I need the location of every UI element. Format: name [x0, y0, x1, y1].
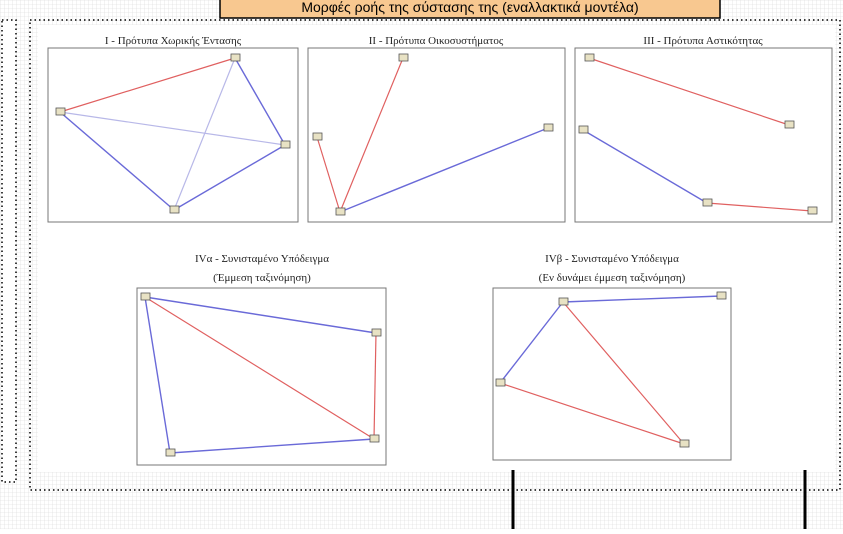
nodes [55, 53, 818, 457]
edges [316, 57, 549, 213]
panel [492, 287, 732, 461]
panel-title: IVβ - Συνισταμένο Υπόδειγμα [545, 253, 679, 265]
panel [307, 47, 566, 223]
panel [47, 47, 299, 223]
panel-subtitle: (Εν δυνάμει έμμεση ταξινόμηση) [539, 272, 686, 284]
edges [59, 57, 286, 211]
panel-title: II - Πρότυπα Οικοσυστήματος [369, 35, 504, 47]
edges [144, 296, 377, 454]
edges [499, 295, 722, 445]
panel-title: IVα - Συνισταμένο Υπόδειγμα [195, 253, 329, 265]
panel-title: III - Πρότυπα Αστικότητας [643, 35, 763, 47]
frame [29, 19, 841, 491]
banner [219, 0, 721, 19]
panel-title: I - Πρότυπα Χωρικής Έντασης [105, 35, 242, 47]
edges [582, 57, 813, 212]
banner-title: Μορφές ροής της σύστασης της (εναλλακτικ… [301, 0, 638, 15]
side-box [1, 19, 17, 483]
panel [574, 47, 833, 223]
panel-subtitle: (Έμμεση ταξινόμηση) [213, 272, 311, 284]
